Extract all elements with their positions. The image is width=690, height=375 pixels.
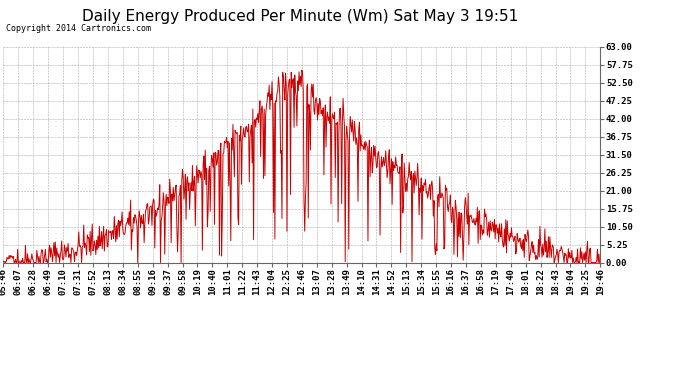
Text: Daily Energy Produced Per Minute (Wm) Sat May 3 19:51: Daily Energy Produced Per Minute (Wm) Sa… [82, 9, 518, 24]
Text: Power Produced  (watts/minute): Power Produced (watts/minute) [456, 21, 617, 30]
Text: Copyright 2014 Cartronics.com: Copyright 2014 Cartronics.com [6, 24, 150, 33]
